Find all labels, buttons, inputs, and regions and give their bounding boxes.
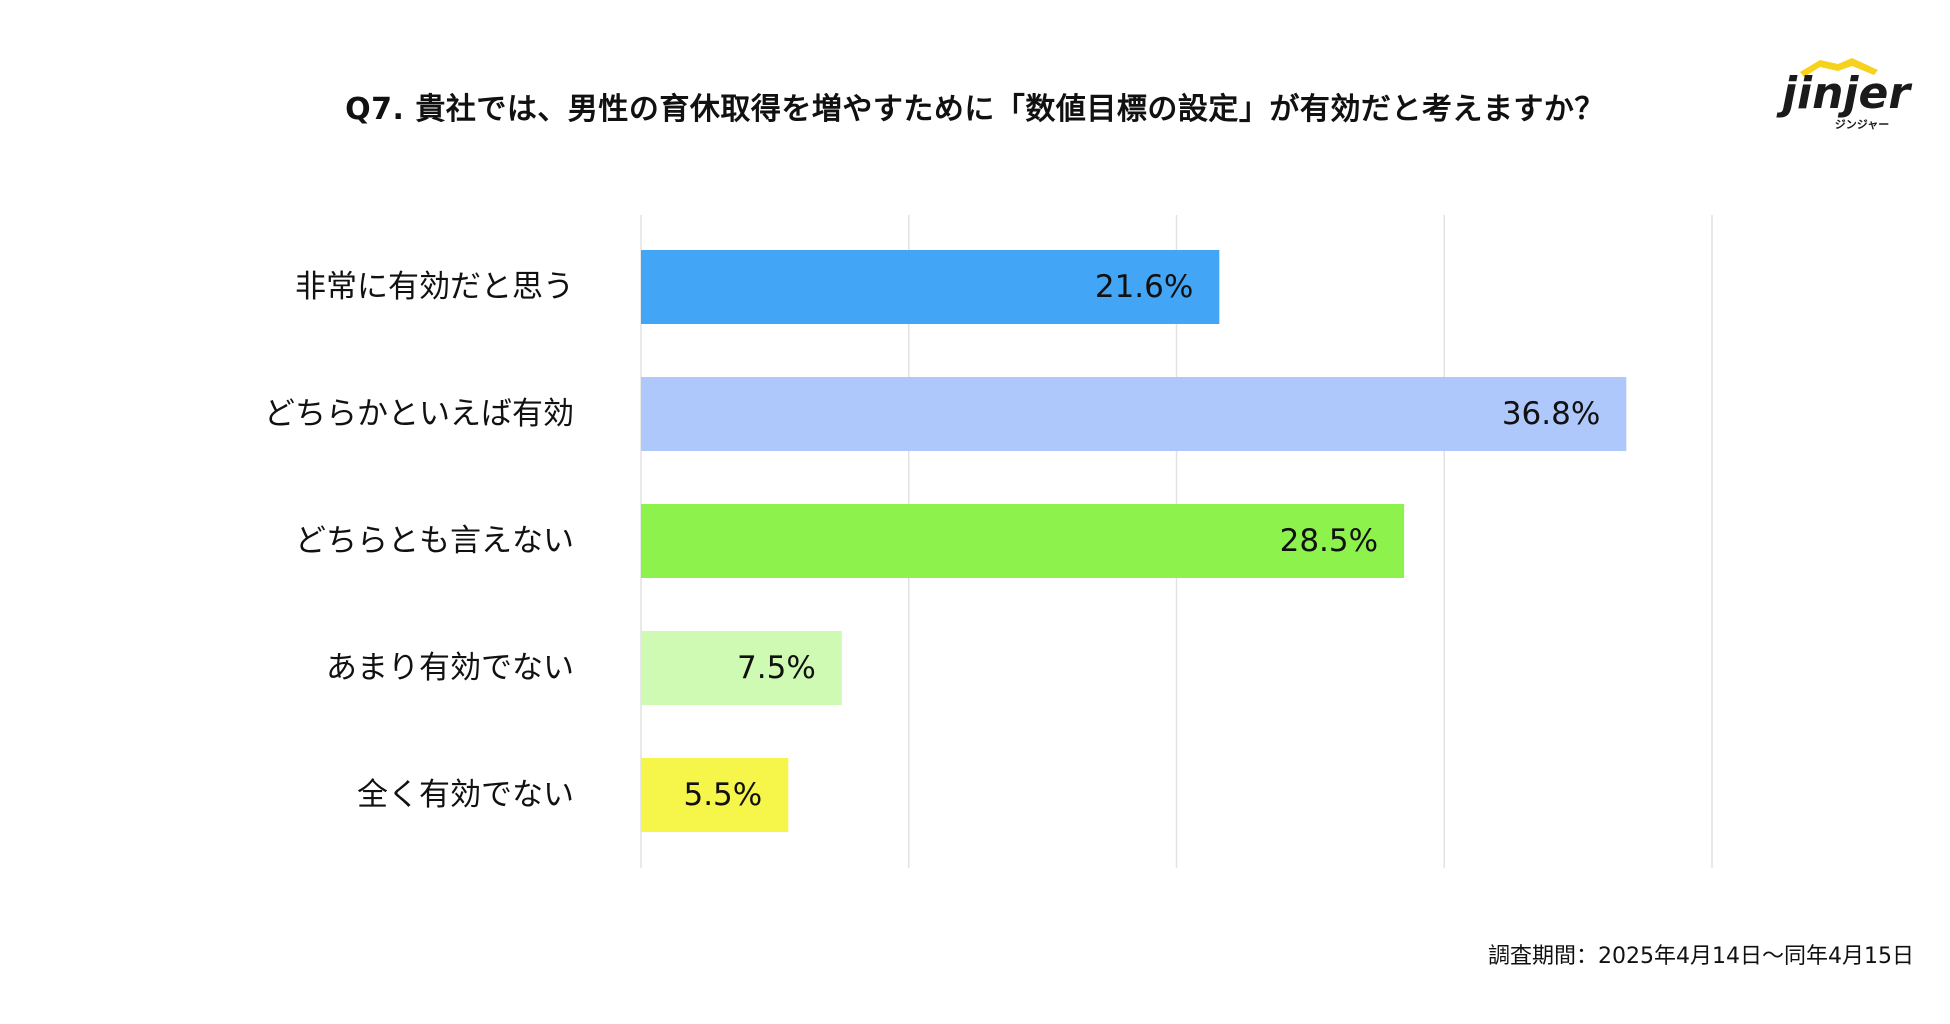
bar (641, 504, 1405, 578)
category-label: 全く有効でない (357, 777, 574, 813)
chart-title: Q7. 貴社では、男性の育休取得を増やすために「数値目標の設定」が有効だと考えま… (345, 92, 1605, 127)
bars (641, 250, 1627, 832)
value-label: 21.6% (1095, 269, 1193, 305)
value-label: 28.5% (1280, 523, 1378, 559)
category-labels: 非常に有効だと思うどちらかといえば有効どちらとも言えないあまり有効でない全く有効… (264, 269, 574, 813)
survey-period-note: 調査期間：2025年4月14日〜同年4月15日 (1488, 944, 1914, 969)
value-label: 5.5% (683, 777, 762, 813)
logo-wordmark: jinjer (1776, 68, 1912, 119)
bar (641, 250, 1220, 324)
value-label: 7.5% (737, 650, 816, 686)
logo-roof-icon (1800, 58, 1878, 77)
logo-kana: ジンジャー (1835, 118, 1889, 131)
value-label: 36.8% (1502, 396, 1600, 432)
bar (641, 758, 789, 832)
category-label: どちらとも言えない (295, 523, 574, 559)
jinjer-logo: jinjer ジンジャー (1776, 58, 1912, 131)
value-labels: 21.6% 36.8% 28.5% 7.5% 5.5% (683, 269, 1600, 813)
bar (641, 377, 1627, 451)
category-label: あまり有効でない (326, 650, 574, 686)
category-label: 非常に有効だと思う (295, 269, 574, 305)
category-label: どちらかといえば有効 (264, 396, 574, 432)
bar (641, 631, 842, 705)
